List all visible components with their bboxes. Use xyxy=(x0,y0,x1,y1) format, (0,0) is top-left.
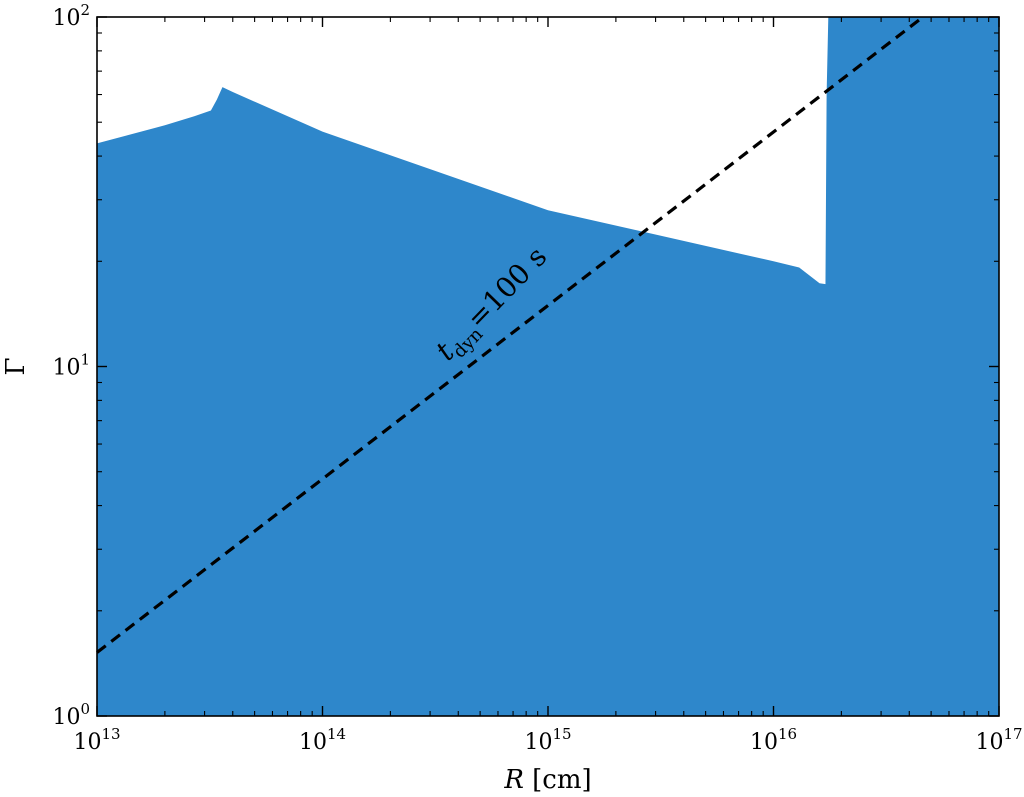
x-tick-label: 1017 xyxy=(975,725,1022,755)
x-tick-label: 1016 xyxy=(750,725,797,755)
x-tick-label: 1013 xyxy=(73,725,120,755)
y-axis-label: Γ xyxy=(1,357,31,375)
x-axis-label: R [cm] xyxy=(503,765,591,795)
dynamical-time-line xyxy=(96,15,924,654)
y-tick-label: 100 xyxy=(52,700,90,730)
x-tick-label: 1014 xyxy=(299,725,346,755)
y-tick-label: 101 xyxy=(52,351,90,381)
filled-region xyxy=(97,17,999,716)
y-tick-label: 102 xyxy=(52,1,90,31)
x-tick-label: 1015 xyxy=(524,725,571,755)
plot-frame xyxy=(96,16,1000,717)
